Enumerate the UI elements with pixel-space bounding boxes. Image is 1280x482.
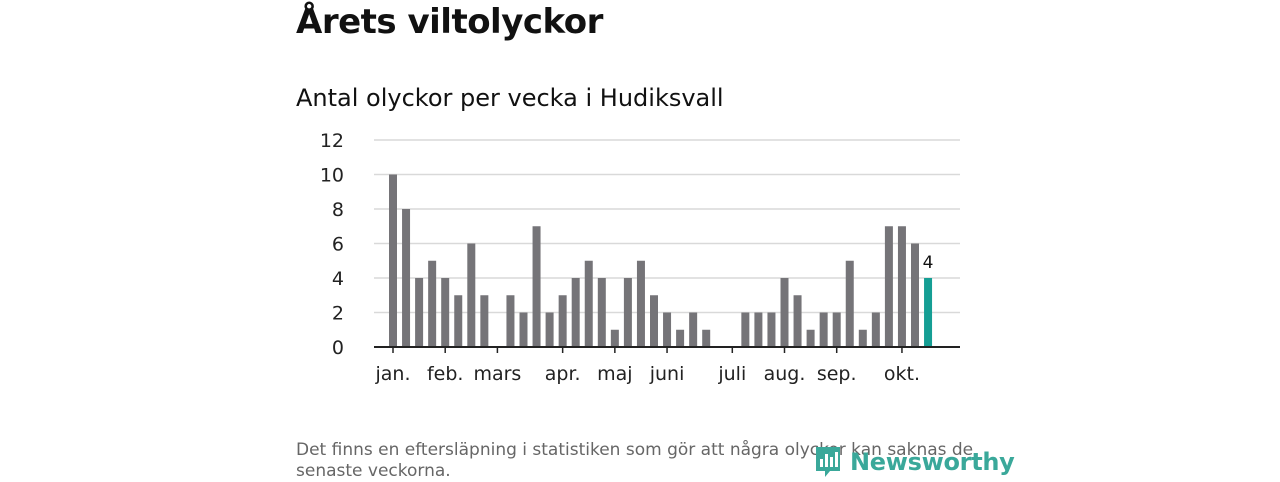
bar-week-37	[858, 329, 867, 347]
x-axis-ticks: jan. feb. mars apr. maj juni juli aug. sep. okt.	[374, 347, 920, 385]
bar-week-20	[636, 260, 645, 347]
bar-week-34	[819, 312, 828, 347]
bar-week-33	[806, 329, 815, 347]
y-tick-label: 6	[332, 234, 344, 256]
bar-week-22	[663, 312, 672, 347]
grid-lines	[374, 139, 960, 314]
x-tick-label-sep: sep.	[817, 363, 857, 385]
x-tick-label-maj: maj	[597, 363, 632, 385]
bar-week-6	[454, 295, 463, 347]
bar-week-29	[754, 312, 763, 347]
y-tick-label: 4	[332, 268, 344, 290]
bar-week-42	[924, 278, 933, 347]
bar-week-31	[780, 278, 789, 347]
bar-week-23	[676, 329, 685, 347]
bar-week-30	[767, 312, 776, 347]
y-tick-label: 8	[332, 199, 344, 221]
bar-week-4	[428, 260, 437, 347]
bar-week-39	[884, 226, 893, 347]
bar-week-8	[480, 295, 489, 347]
x-tick-label-mars: mars	[473, 363, 521, 385]
bar-week-2	[402, 209, 411, 347]
bar-week-17	[597, 278, 606, 347]
y-axis-ticks: 0 2 4 6 8 10 12	[320, 130, 344, 359]
bar-week-14	[558, 295, 567, 347]
y-tick-label: 10	[320, 165, 344, 187]
bar-week-5	[441, 278, 450, 347]
chart-title: Antal olyckor per vecka i Hudiksvall	[296, 84, 724, 112]
footnote: Det finns en eftersläpning i statistiken…	[296, 440, 974, 481]
brand-name: Newsworthy	[850, 448, 1015, 476]
bar-week-16	[584, 260, 593, 347]
highlight-data-label: 4	[923, 253, 934, 273]
x-tick-label-juni: juni	[649, 363, 685, 385]
page-title: Årets viltolyckor	[296, 2, 603, 42]
brand-logo: Newsworthy	[814, 444, 1015, 480]
bar-chart-bubble-icon	[816, 447, 840, 477]
bar-week-38	[871, 312, 880, 347]
bar-week-12	[532, 226, 541, 347]
bar-week-32	[793, 295, 802, 347]
bar-week-13	[545, 312, 554, 347]
x-tick-label-aug: aug.	[764, 363, 806, 385]
y-tick-label: 12	[320, 130, 344, 152]
bar-week-18	[610, 329, 619, 347]
bar-week-7	[467, 243, 476, 347]
x-tick-label-okt: okt.	[884, 363, 920, 385]
y-tick-label: 2	[332, 303, 344, 325]
bar-week-15	[571, 278, 580, 347]
y-tick-label: 0	[332, 337, 344, 359]
x-tick-label-juli: juli	[717, 363, 746, 385]
x-tick-label-feb: feb.	[427, 363, 463, 385]
bar-week-19	[623, 278, 632, 347]
bars	[389, 174, 933, 347]
bar-week-40	[897, 226, 906, 347]
bar-week-41	[911, 243, 919, 347]
bar-week-25	[702, 329, 711, 347]
bar-week-21	[650, 295, 658, 347]
bar-week-24	[689, 312, 698, 347]
bar-week-11	[519, 312, 528, 347]
bar-week-10	[506, 295, 515, 347]
bar-week-28	[741, 312, 750, 347]
bar-week-35	[832, 312, 841, 347]
x-tick-label-jan: jan.	[374, 363, 410, 385]
bar-week-3	[415, 278, 424, 347]
x-tick-label-apr: apr.	[545, 363, 581, 385]
bar-week-36	[845, 260, 854, 347]
bar-week-1	[389, 174, 397, 347]
bar-chart: 0 2 4 6 8 10 12 jan. feb. mars apr. maj juni juli aug…	[320, 130, 960, 385]
